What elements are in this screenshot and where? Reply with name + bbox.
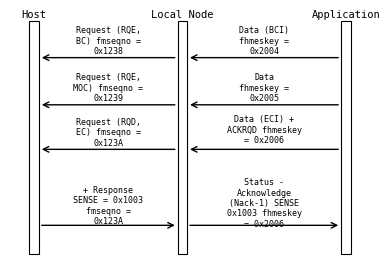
Text: + Response
SENSE = 0x1003
fmseqno =
0x123A: + Response SENSE = 0x1003 fmseqno = 0x12…	[73, 186, 143, 226]
Text: Request (RQE,
MOC) fmseqno =
0x1239: Request (RQE, MOC) fmseqno = 0x1239	[73, 73, 143, 103]
Bar	[177, 21, 187, 254]
Text: Local Node: Local Node	[151, 10, 214, 20]
Text: Application: Application	[312, 10, 380, 20]
Text: Host: Host	[22, 10, 47, 20]
Text: Request (RQE,
BC) fmseqno =
0x1238: Request (RQE, BC) fmseqno = 0x1238	[76, 26, 141, 56]
Text: Data (BCI)
fhmeskey =
0x2004: Data (BCI) fhmeskey = 0x2004	[239, 26, 289, 56]
Text: Data (ECI) +
ACKRQD fhmeskey
= 0x2006: Data (ECI) + ACKRQD fhmeskey = 0x2006	[226, 115, 302, 145]
Bar	[341, 21, 350, 254]
Text: Status -
Acknowledge
(Nack-1) SENSE
0x1003 fhmeskey
= 0x2006: Status - Acknowledge (Nack-1) SENSE 0x10…	[226, 178, 302, 229]
Text: Data
fhmeskey =
0x2005: Data fhmeskey = 0x2005	[239, 73, 289, 103]
Text: Request (RQD,
EC) fmseqno =
0x123A: Request (RQD, EC) fmseqno = 0x123A	[76, 118, 141, 148]
Bar	[30, 21, 39, 254]
